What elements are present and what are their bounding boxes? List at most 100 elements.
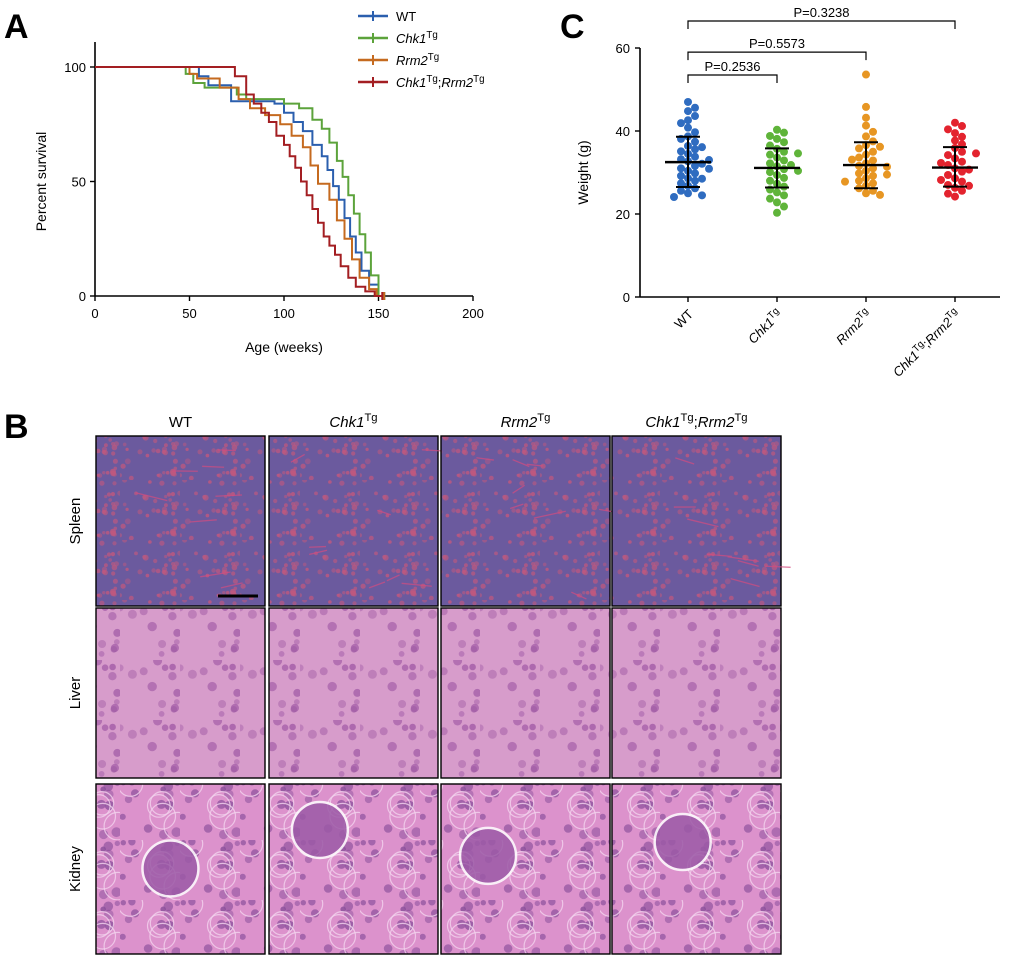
weight-point — [862, 70, 870, 79]
weight-point — [862, 113, 870, 122]
kidney-glomerulus — [290, 800, 350, 860]
weight-point — [691, 161, 699, 170]
weight-point — [780, 147, 788, 156]
survival-series-line-2 — [95, 66, 385, 297]
spleen-fibre — [309, 549, 328, 556]
weight-point — [869, 171, 877, 180]
weight-point — [862, 189, 870, 198]
weight-point — [766, 150, 774, 159]
weight-point — [684, 116, 692, 125]
histology-column-label: Rrm2Tg — [501, 412, 551, 431]
weight-point — [773, 198, 781, 207]
weight-point — [944, 189, 952, 198]
weight-point — [951, 129, 959, 138]
weight-points — [670, 70, 980, 217]
weight-y-tick-label: 20 — [616, 207, 630, 222]
comparison-bracket — [687, 51, 867, 61]
spleen-fibre — [217, 449, 236, 452]
comparison-p-value: P=0.2536 — [704, 59, 760, 74]
survival-x-tick-label: 200 — [462, 306, 484, 321]
survival-y-axis-title: Percent survival — [33, 132, 49, 232]
histology-row-label: Spleen — [67, 498, 84, 545]
spleen-fibre — [200, 571, 231, 578]
weight-point — [876, 190, 884, 199]
weight-point — [869, 147, 877, 156]
weight-axes: 0 20 40 60 Weight (g) WT Chk1Tg Rrm2Tg Chk1Tg;Rr… — [575, 41, 1000, 380]
weight-point — [958, 186, 966, 195]
weight-point — [883, 170, 891, 179]
weight-x-tick-label: Chk1Tg;Rrm2Tg — [889, 305, 963, 379]
histology-row-label: Liver — [67, 677, 84, 710]
panel-letter-c: C — [560, 8, 585, 46]
weight-point — [951, 118, 959, 127]
weight-point — [841, 177, 849, 186]
survival-x-tick-label: 50 — [182, 306, 196, 321]
weight-point — [698, 191, 706, 200]
spleen-fibre — [706, 553, 732, 558]
histology-column-label: Chk1Tg;Rrm2Tg — [645, 412, 747, 431]
weight-point — [684, 107, 692, 116]
survival-series-line-1 — [95, 66, 385, 297]
spleen-fibre — [571, 591, 587, 600]
weight-point — [794, 149, 802, 158]
weight-point — [958, 167, 966, 176]
weight-y-tick-label: 40 — [616, 124, 630, 139]
survival-y-tick-label: 0 — [79, 289, 86, 304]
weight-mean-sd-bars — [665, 135, 978, 190]
survival-x-tick-label: 150 — [368, 306, 390, 321]
histology-image-kidney-1 — [268, 783, 439, 955]
spleen-fibre — [135, 492, 168, 502]
spleen-fibre — [675, 457, 695, 465]
weight-point — [958, 177, 966, 186]
survival-chart: 0 50 100 150 200 0 50 100 Age (weeks) Percent sur… — [33, 9, 485, 355]
histology-image-liver-3 — [611, 607, 782, 779]
weight-point — [684, 123, 692, 132]
spleen-fibre — [727, 556, 759, 562]
weight-point — [691, 152, 699, 161]
histology-grid: WT Chk1Tg Rrm2Tg Chk1Tg;Rrm2Tg Spleen Liver Ki… — [67, 412, 791, 955]
weight-point — [691, 176, 699, 185]
weight-y-axis-title: Weight (g) — [575, 140, 591, 204]
spleen-fibre — [377, 509, 391, 516]
weight-point — [869, 127, 877, 136]
weight-point — [862, 102, 870, 111]
weight-point — [766, 168, 774, 177]
spleen-fibre — [730, 578, 760, 588]
weight-point — [780, 128, 788, 137]
kidney-glomerulus — [458, 826, 518, 886]
weight-point — [965, 181, 973, 190]
weight-point — [862, 121, 870, 130]
weight-point — [972, 149, 980, 158]
weight-point — [862, 132, 870, 141]
survival-series-line-3 — [95, 66, 383, 297]
weight-comparisons: P=0.2536 P=0.5573 P=0.3238 — [687, 5, 956, 83]
weight-point — [766, 176, 774, 185]
spleen-fibre — [401, 582, 432, 587]
weight-point — [766, 159, 774, 168]
survival-x-axis-title: Age (weeks) — [245, 339, 323, 355]
weight-point — [684, 97, 692, 106]
weight-y-tick-label: 60 — [616, 41, 630, 56]
survival-series-line-0 — [95, 66, 385, 297]
histology-column-label: WT — [169, 414, 192, 431]
survival-y-tick-label: 50 — [72, 175, 86, 190]
weight-point — [773, 125, 781, 134]
spleen-fibre — [737, 559, 759, 567]
histology-image-spleen-0 — [95, 435, 266, 607]
weight-x-tick-label: Rrm2Tg — [832, 305, 874, 347]
weight-point — [677, 186, 685, 195]
histology-image-liver-1 — [268, 607, 439, 779]
survival-series — [95, 66, 386, 300]
spleen-fibre — [512, 484, 526, 494]
weight-point — [705, 164, 713, 173]
spleen-fibre — [290, 453, 305, 463]
weight-point — [780, 173, 788, 182]
weight-point — [677, 179, 685, 188]
spleen-fibre — [215, 494, 243, 497]
weight-point — [677, 171, 685, 180]
weight-point — [773, 134, 781, 143]
weight-point — [780, 191, 788, 200]
panel-letter-b: B — [4, 408, 29, 446]
weight-point — [958, 157, 966, 166]
